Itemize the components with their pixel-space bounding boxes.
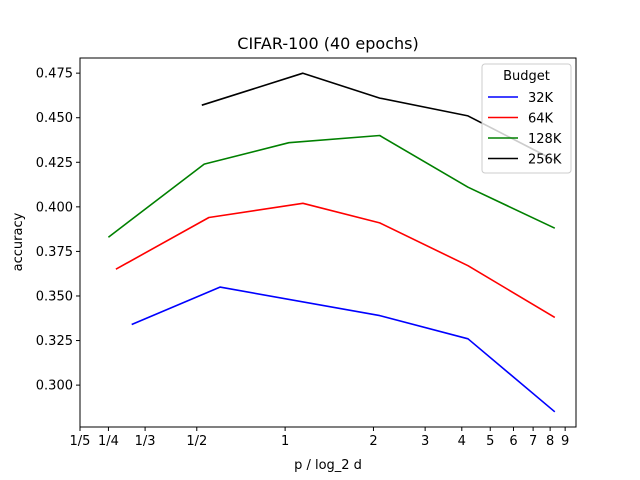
x-axis-ticks: 1/5 1/4 1/3 1/2 1 2 3 4 5 6 7 8 9 — [70, 427, 569, 449]
legend-box — [481, 63, 572, 174]
y-tick-label: 0.450 — [36, 111, 73, 126]
x-tick-label: 1 — [281, 434, 289, 449]
y-tick-label: 0.375 — [36, 245, 73, 260]
y-tick-label: 0.350 — [36, 289, 73, 304]
y-axis-ticks: 0.300 0.325 0.350 0.375 0.400 0.425 0.450 0.475 — [36, 67, 80, 394]
plot-frame — [79, 57, 577, 428]
x-tick-label: 1/2 — [186, 434, 207, 449]
series-line-64k — [115, 202, 556, 319]
y-tick-label: 0.325 — [36, 334, 73, 349]
legend-label-64k: 64K — [528, 112, 554, 127]
x-tick-label: 7 — [529, 434, 537, 449]
x-tick-label: 2 — [369, 434, 377, 449]
x-tick-label: 8 — [546, 434, 554, 449]
x-tick-label: 4 — [458, 434, 466, 449]
x-tick-label: 1/3 — [135, 434, 156, 449]
chart-title: CIFAR-100 (40 epochs) — [237, 34, 418, 53]
y-tick-label: 0.425 — [36, 156, 73, 171]
y-axis-label: accuracy — [11, 212, 26, 271]
y-tick-label: 0.300 — [36, 379, 73, 394]
legend-label-128k: 128K — [528, 132, 562, 147]
x-tick-label: 3 — [421, 434, 429, 449]
x-axis-label: p / log_2 d — [294, 458, 362, 473]
legend-label-32k: 32K — [528, 91, 554, 106]
x-tick-label: 1/4 — [98, 434, 119, 449]
series-line-32k — [131, 286, 556, 413]
x-tick-label: 9 — [561, 434, 569, 449]
legend-label-256k: 256K — [528, 153, 562, 168]
x-tick-label: 1/5 — [70, 434, 91, 449]
x-tick-label: 6 — [509, 434, 517, 449]
y-tick-label: 0.400 — [36, 200, 73, 215]
x-tick-label: 5 — [486, 434, 494, 449]
series-line-128k — [107, 134, 556, 238]
legend: Budget 32K 64K 128K 256K — [481, 63, 572, 174]
legend-title: Budget — [503, 69, 550, 84]
y-tick-label: 0.475 — [36, 67, 73, 82]
